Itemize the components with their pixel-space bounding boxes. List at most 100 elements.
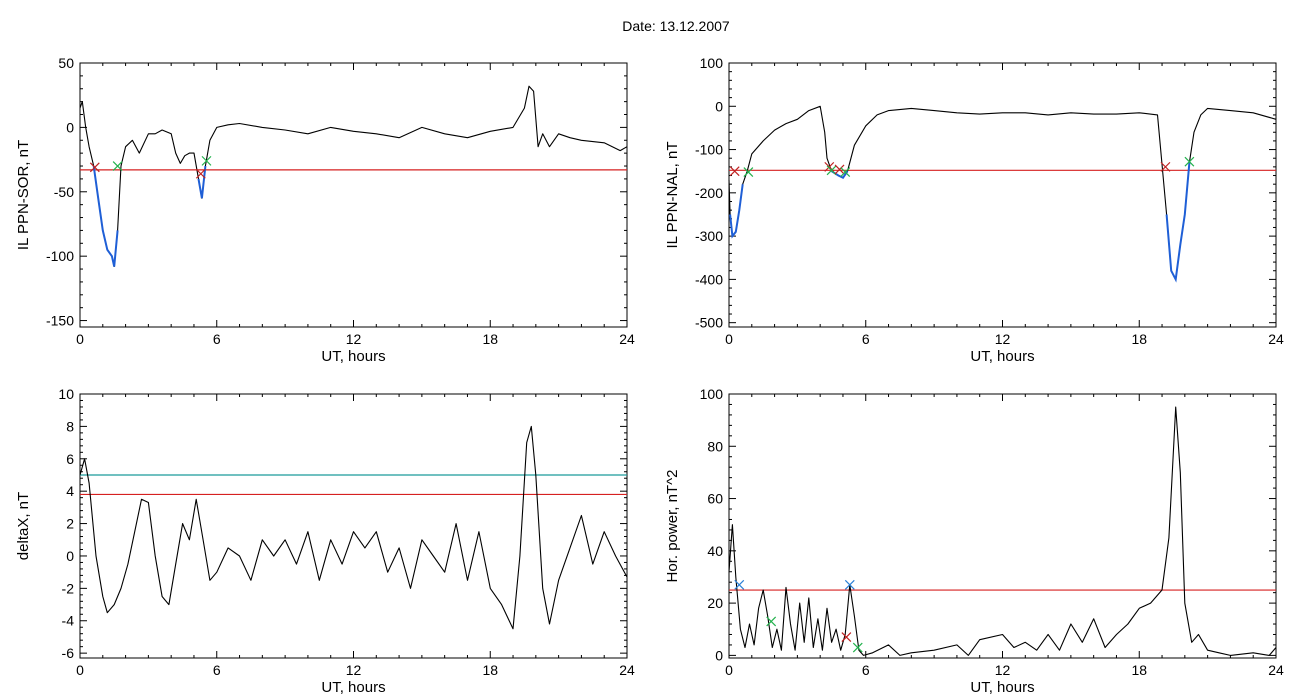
marker-stroke [1160,161,1171,172]
marker-green [840,167,851,177]
x-tick-label: 6 [213,331,221,347]
plot-frame [79,393,628,659]
y-tick-label: 40 [707,543,723,559]
figure-title: Date: 13.12.2007 [622,18,730,34]
marker-stroke [834,164,845,175]
x-axis-label: UT, hours [321,348,385,365]
x-tick-label: 0 [725,331,733,347]
y-tick-label: -150 [46,313,74,329]
x-axis-label: UT, hours [970,348,1034,365]
marker-stroke [840,167,851,177]
x-tick-label: 12 [995,662,1011,678]
series-line [79,425,628,630]
x-tick-label: 6 [862,331,870,347]
marker-green [743,167,754,177]
y-tick-label: -500 [695,315,723,331]
chart-ppn-sor: 0 6 12 18 24 -150 -100 -50 0 50 UT, hours IL PPN-SO… [15,55,635,365]
y-tick-label: 0 [715,647,723,663]
marker-green [826,165,837,176]
marker-stroke [195,168,206,179]
y-tick-label: 6 [66,451,74,467]
x-tick-label: 0 [76,662,84,678]
y-tick-label: -2 [62,580,75,596]
marker-stroke [852,642,863,653]
y-tick-label: -200 [695,185,723,201]
highlight-segment [729,184,744,239]
highlight-segment [1165,162,1191,283]
x-tick-label: 6 [862,662,870,678]
y-tick-label: 10 [58,386,74,402]
marker-stroke [112,161,123,171]
marker-stroke [766,616,777,627]
x-axis-label: UT, hours [970,679,1034,696]
marker-stroke [743,167,754,177]
marker-green [1184,156,1195,167]
x-tick-label: 18 [1131,662,1147,678]
highlight-segment [92,165,119,267]
marker-red [1160,161,1171,172]
x-axis-label: UT, hours [321,679,385,696]
y-axis-label: IL PPN-NAL, nT [664,142,681,249]
series-line [728,406,1277,656]
chart-hor-power: 0 6 12 18 24 0 20 40 60 80 100 UT, hours Hor. power,… [664,386,1284,696]
marker-green [852,642,863,653]
marker-red [89,162,100,173]
x-tick-label: 18 [482,331,498,347]
y-tick-label: -6 [62,645,75,661]
y-tick-label: 0 [66,548,74,564]
x-tick-label: 6 [213,662,221,678]
marker-red [729,166,740,177]
marker-stroke [729,166,740,177]
y-tick-label: 0 [715,98,723,114]
y-tick-label: 2 [66,516,74,532]
marker-green [766,616,777,627]
y-tick-label: -400 [695,271,723,287]
x-tick-label: 24 [619,662,635,678]
x-tick-label: 0 [76,331,84,347]
marker-green [112,161,123,171]
y-tick-label: 80 [707,438,723,454]
marker-stroke [826,165,837,176]
marker-green [201,155,212,166]
marker-stroke [841,632,852,643]
y-tick-label: 60 [707,491,723,507]
marker-stroke [844,579,855,590]
y-tick-label: -50 [54,184,74,200]
y-tick-label: -100 [695,142,723,158]
marker-blue [734,579,745,590]
marker-red [834,164,845,175]
x-tick-label: 12 [346,331,362,347]
x-tick-label: 18 [1131,331,1147,347]
y-tick-label: 4 [66,483,74,499]
x-tick-label: 18 [482,662,498,678]
x-tick-label: 12 [346,662,362,678]
y-axis-label: Hor. power, nT^2 [664,470,681,583]
marker-blue [844,579,855,590]
marker-stroke [824,161,835,172]
y-tick-label: 100 [700,386,724,402]
y-tick-label: 50 [58,55,74,71]
plot-frame [728,62,1277,328]
marker-stroke [1184,156,1195,167]
plot-frame [79,62,628,328]
y-axis-label: deltaX, nT [15,492,32,560]
marker-red [841,632,852,643]
x-tick-label: 12 [995,331,1011,347]
marker-stroke [201,155,212,166]
x-tick-label: 24 [1268,331,1284,347]
y-tick-label: 8 [66,418,74,434]
y-axis-label: IL PPN-SOR, nT [15,140,32,250]
y-tick-label: 0 [66,119,74,135]
x-tick-label: 24 [1268,662,1284,678]
marker-stroke [89,162,100,173]
series-line [728,105,1277,280]
marker-red [195,168,206,179]
chart-ppn-nal: 0 6 12 18 24 -500 -400 -300 -200 -100 0 100 UT, hour… [664,55,1284,365]
x-tick-label: 24 [619,331,635,347]
x-tick-label: 0 [725,662,733,678]
y-tick-label: -100 [46,248,74,264]
y-tick-label: 100 [700,55,724,71]
marker-stroke [734,579,745,590]
